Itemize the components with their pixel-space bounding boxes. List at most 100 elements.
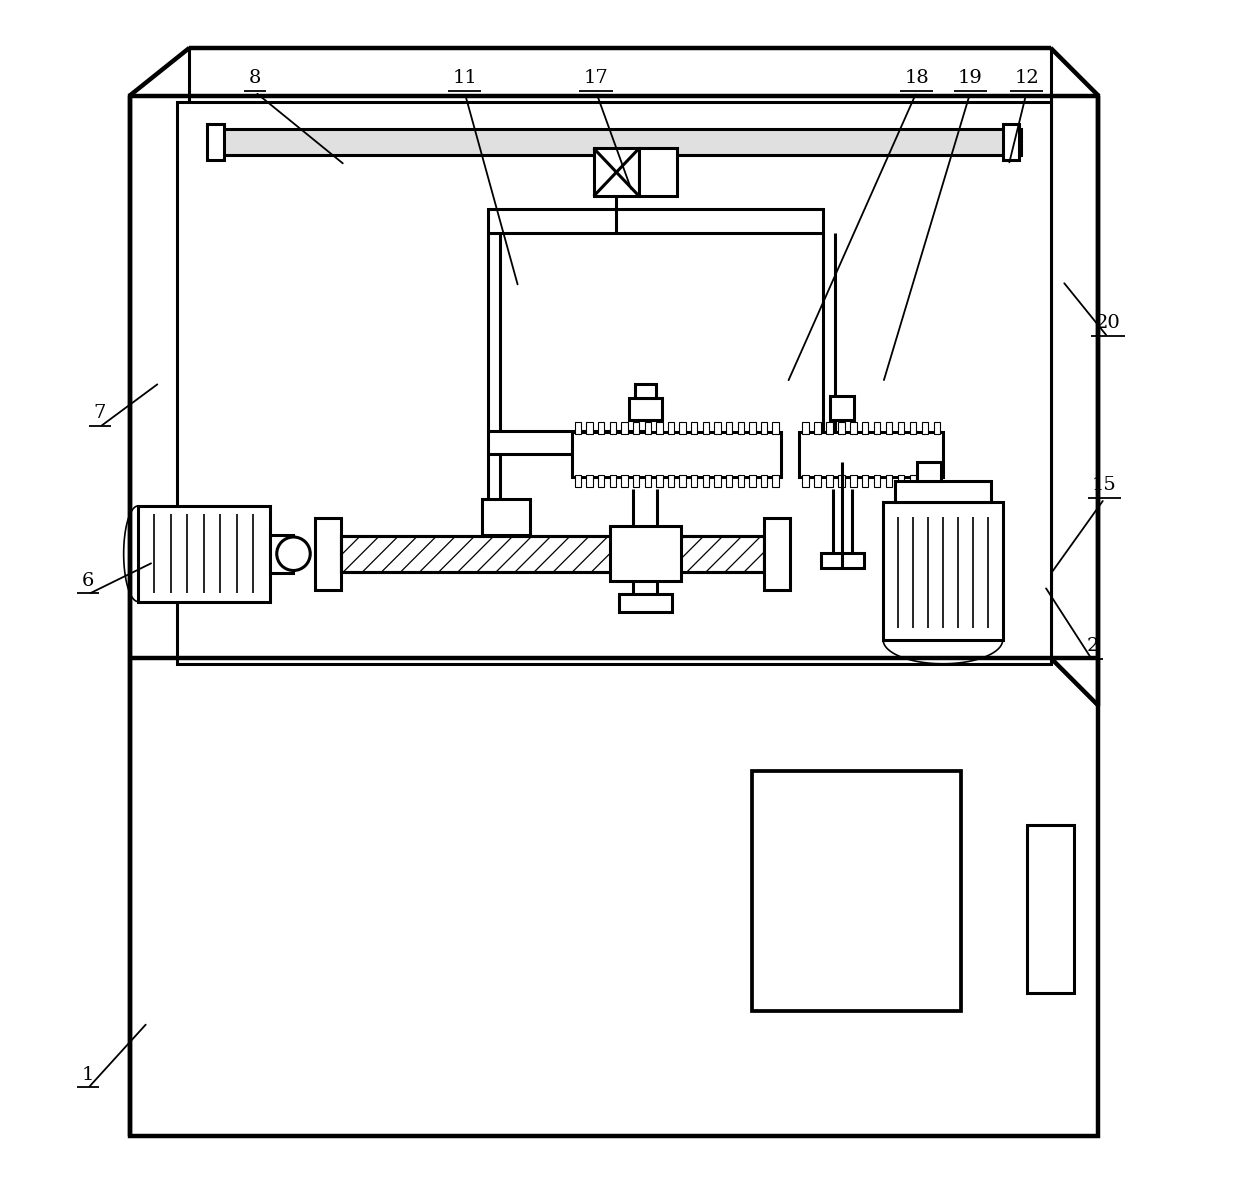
- Bar: [761, 475, 768, 487]
- Bar: [813, 422, 821, 434]
- Bar: [668, 422, 675, 434]
- Bar: [838, 475, 844, 487]
- Bar: [489, 431, 644, 454]
- Bar: [575, 422, 582, 434]
- Bar: [207, 124, 224, 160]
- Bar: [934, 422, 940, 434]
- Bar: [645, 422, 651, 434]
- Bar: [813, 475, 821, 487]
- Bar: [691, 475, 697, 487]
- Text: 19: 19: [959, 69, 983, 87]
- Bar: [656, 475, 662, 487]
- Text: 7: 7: [93, 404, 105, 422]
- Text: 18: 18: [904, 69, 929, 87]
- Bar: [849, 422, 857, 434]
- Bar: [862, 422, 868, 434]
- Bar: [802, 422, 808, 434]
- Bar: [482, 499, 531, 535]
- Bar: [874, 422, 880, 434]
- Bar: [575, 475, 582, 487]
- Bar: [489, 209, 823, 233]
- Text: 2: 2: [1086, 637, 1099, 655]
- Bar: [738, 422, 744, 434]
- Bar: [802, 475, 808, 487]
- Bar: [138, 506, 269, 602]
- Bar: [610, 422, 616, 434]
- Bar: [703, 422, 709, 434]
- Bar: [1003, 124, 1019, 160]
- Bar: [874, 475, 880, 487]
- Bar: [621, 475, 627, 487]
- Bar: [898, 422, 904, 434]
- Bar: [680, 422, 686, 434]
- Bar: [177, 102, 1050, 664]
- Bar: [838, 422, 844, 434]
- Bar: [885, 475, 893, 487]
- Bar: [773, 422, 779, 434]
- Bar: [751, 771, 961, 1011]
- Bar: [800, 432, 942, 477]
- Bar: [910, 422, 916, 434]
- Bar: [1027, 825, 1075, 993]
- Text: 11: 11: [453, 69, 477, 87]
- Bar: [691, 422, 697, 434]
- Text: 1: 1: [82, 1066, 94, 1084]
- Bar: [921, 475, 929, 487]
- Bar: [645, 475, 651, 487]
- Bar: [703, 475, 709, 487]
- Text: 17: 17: [584, 69, 609, 87]
- Bar: [826, 475, 832, 487]
- Bar: [656, 422, 662, 434]
- Bar: [587, 475, 593, 487]
- Text: 8: 8: [249, 69, 262, 87]
- Bar: [749, 475, 755, 487]
- Bar: [826, 422, 832, 434]
- Bar: [680, 475, 686, 487]
- Bar: [714, 422, 720, 434]
- Text: 20: 20: [1096, 315, 1121, 332]
- Bar: [714, 475, 720, 487]
- Bar: [725, 475, 733, 487]
- Bar: [594, 148, 639, 196]
- Bar: [921, 422, 929, 434]
- Bar: [885, 422, 893, 434]
- Bar: [341, 536, 764, 572]
- Bar: [598, 475, 604, 487]
- Bar: [315, 518, 341, 590]
- Bar: [639, 148, 677, 196]
- Bar: [764, 518, 790, 590]
- Bar: [632, 475, 640, 487]
- Bar: [849, 475, 857, 487]
- Bar: [773, 475, 779, 487]
- Bar: [821, 553, 864, 568]
- Bar: [916, 462, 940, 481]
- Bar: [629, 398, 662, 420]
- Bar: [610, 526, 681, 581]
- Bar: [862, 475, 868, 487]
- Bar: [749, 422, 755, 434]
- Bar: [668, 475, 675, 487]
- Bar: [725, 422, 733, 434]
- Bar: [621, 422, 627, 434]
- Bar: [898, 475, 904, 487]
- Bar: [219, 129, 1021, 155]
- Bar: [910, 475, 916, 487]
- Bar: [761, 422, 768, 434]
- Text: 6: 6: [82, 572, 94, 590]
- Text: 15: 15: [1092, 476, 1117, 494]
- Bar: [934, 475, 940, 487]
- Bar: [738, 475, 744, 487]
- Bar: [632, 422, 640, 434]
- Bar: [831, 396, 854, 420]
- Text: 12: 12: [1014, 69, 1039, 87]
- Bar: [619, 594, 672, 612]
- Bar: [635, 384, 656, 398]
- Circle shape: [277, 537, 310, 570]
- Bar: [883, 502, 1003, 640]
- Bar: [269, 535, 294, 573]
- Bar: [587, 422, 593, 434]
- Bar: [895, 481, 991, 502]
- Bar: [341, 536, 764, 572]
- Bar: [572, 432, 781, 477]
- Bar: [610, 475, 616, 487]
